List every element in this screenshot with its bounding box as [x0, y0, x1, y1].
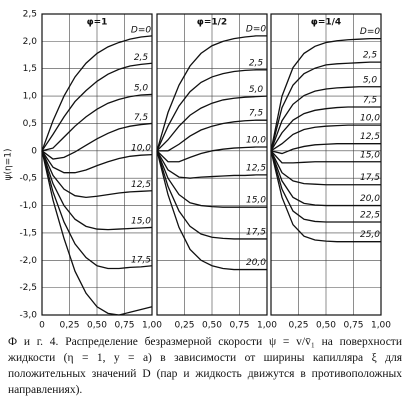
curve-label: 25,0 [360, 230, 380, 240]
y-tick-label: 0 [31, 146, 37, 156]
curve-label: 5,0 [134, 83, 149, 93]
x-tick-label: 0,25 [59, 321, 79, 331]
plot-frame [156, 13, 268, 316]
curve [156, 150, 267, 240]
curve-label: D=0 [360, 27, 380, 37]
chart: 0 0,25 0,50 0,75 1,002,52,01,51,00,50-0,5-1,… [4, 10, 392, 331]
panel-title: φ=1/4 [311, 18, 341, 28]
curve-label: 2,5 [249, 58, 264, 68]
curve [156, 95, 268, 152]
curve [41, 150, 153, 174]
x-tick-label: 0,25 [288, 321, 308, 331]
panel-title: φ=1 [87, 18, 108, 28]
curve [270, 150, 381, 207]
curve-label: D=0 [131, 25, 151, 35]
plot-frame [270, 13, 382, 316]
curve [41, 150, 153, 316]
curve [41, 122, 153, 160]
x-tick-label: 0,75 [229, 321, 249, 331]
x-tick-label: 0 [39, 321, 45, 331]
curve-label: 5,0 [363, 75, 378, 85]
y-tick-label: -1,5 [19, 228, 37, 238]
y-tick-label: -0,5 [19, 174, 37, 184]
curve [156, 150, 267, 208]
curve [41, 35, 153, 152]
curve-label: 10,0 [131, 144, 151, 154]
curve-label: 10,0 [360, 114, 380, 124]
curve-label: 17,5 [131, 255, 151, 265]
panel-title: φ=1/2 [197, 18, 227, 28]
x-tick-label: 0,75 [343, 321, 363, 331]
curve [156, 35, 267, 151]
y-tick-label: 2,5 [23, 10, 37, 20]
curve [270, 150, 381, 186]
curve-label: 2,5 [363, 51, 378, 61]
curve [41, 150, 153, 270]
curve [270, 150, 381, 164]
curve-label: 7,5 [249, 109, 264, 119]
curve-label: 2,5 [134, 53, 149, 63]
plot-frame [41, 13, 153, 316]
curve [270, 124, 381, 152]
y-tick-label: -2,0 [19, 256, 37, 266]
x-tick-label: 0,50 [202, 321, 222, 331]
curve [41, 150, 153, 231]
y-tick-label: 2,0 [23, 37, 38, 47]
y-tick-label: -1,0 [19, 201, 37, 211]
curve [156, 150, 267, 271]
x-tick-label: 0,75 [114, 321, 134, 331]
curve [156, 146, 267, 163]
curve-label: 12,5 [360, 132, 380, 142]
curve-label: 17,5 [246, 227, 266, 237]
curve-label: 15,0 [246, 196, 266, 206]
curve [270, 143, 381, 155]
y-tick-label: -2,5 [19, 283, 37, 293]
curve [270, 86, 381, 152]
x-tick-label: 1,00 [142, 321, 162, 331]
x-tick-label: 1,00 [371, 321, 391, 331]
curve-label: 15,0 [131, 216, 151, 226]
curve [41, 150, 153, 198]
curve-label: 20,0 [246, 258, 266, 268]
curve [270, 150, 381, 243]
curve [270, 150, 381, 223]
caption: Ф и г. 4. Распределение безразмерной ско… [8, 336, 402, 396]
curve [156, 69, 267, 152]
x-tick-label: 0,25 [174, 321, 194, 331]
curve-label: 20,0 [360, 194, 380, 204]
curve [157, 119, 267, 152]
x-tick-label: 1,00 [257, 321, 277, 331]
curve-label: 7,5 [134, 113, 149, 123]
curve-label: 12,5 [246, 163, 266, 173]
y-tick-label: 1,5 [23, 64, 37, 74]
curve-label: 7,5 [363, 96, 378, 106]
curve [270, 106, 381, 152]
curve-label: 10,0 [246, 135, 266, 145]
curve-label: 22,5 [360, 210, 380, 220]
curve [270, 37, 381, 151]
y-tick-label: 1,0 [23, 92, 38, 102]
curve-label: 17,5 [360, 173, 380, 183]
y-axis-label: ψ(η=1) [4, 149, 14, 181]
curve [41, 62, 153, 152]
curve [41, 93, 153, 152]
x-tick-label: 0,50 [316, 321, 336, 331]
curve-label: 12,5 [131, 180, 151, 190]
curve [156, 150, 267, 179]
y-tick-label: 0,5 [23, 119, 37, 129]
y-tick-label: -3,0 [19, 311, 37, 321]
curve-label: 15,0 [360, 150, 380, 160]
curve [270, 61, 381, 151]
x-tick-label: 0,50 [87, 321, 107, 331]
curve-label: D=0 [246, 24, 266, 34]
curve-label: 5,0 [249, 85, 264, 95]
